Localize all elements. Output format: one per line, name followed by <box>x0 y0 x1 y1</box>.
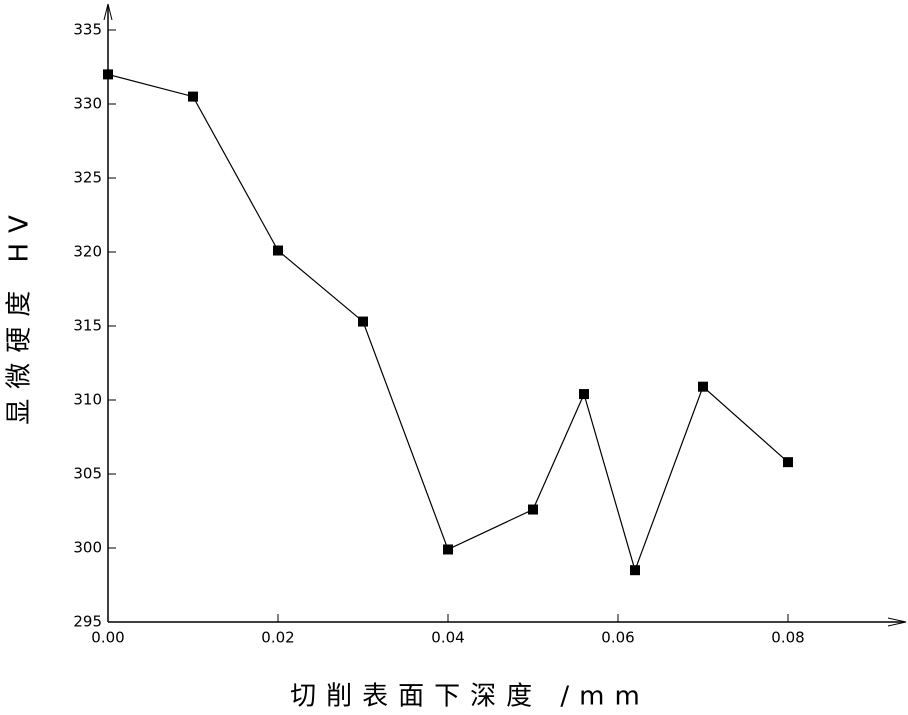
y-tick-label: 305 <box>73 465 102 483</box>
y-axis-label: 显微硬度 HV <box>5 205 35 425</box>
y-tick-label: 330 <box>73 95 102 113</box>
y-arrow <box>103 3 113 21</box>
y-tick-label: 310 <box>73 391 102 409</box>
y-tick-label: 295 <box>73 613 102 631</box>
y-tick-label: 300 <box>73 539 102 557</box>
y-tick-label: 325 <box>73 169 102 187</box>
marker <box>358 316 368 327</box>
marker <box>103 69 113 80</box>
y-tick-label: 315 <box>73 317 102 335</box>
marker <box>698 381 708 392</box>
x-axis-label: 切削表面下深度 /mm <box>290 682 650 712</box>
x-tick-label: 0.00 <box>91 629 124 647</box>
y-tick-label: 320 <box>73 243 102 261</box>
marker <box>579 389 589 400</box>
marker <box>188 91 198 102</box>
x-tick-label: 0.08 <box>771 629 804 647</box>
marker <box>528 504 538 515</box>
marker <box>630 565 640 576</box>
x-tick-label: 0.06 <box>601 629 634 647</box>
marker <box>273 245 283 256</box>
marker <box>443 544 453 555</box>
x-arrow <box>887 617 907 627</box>
line <box>107 73 789 573</box>
y-tick-label: 335 <box>73 21 102 39</box>
x-tick-label: 0.02 <box>261 629 294 647</box>
marker <box>783 457 793 468</box>
x-tick-label: 0.04 <box>431 629 464 647</box>
